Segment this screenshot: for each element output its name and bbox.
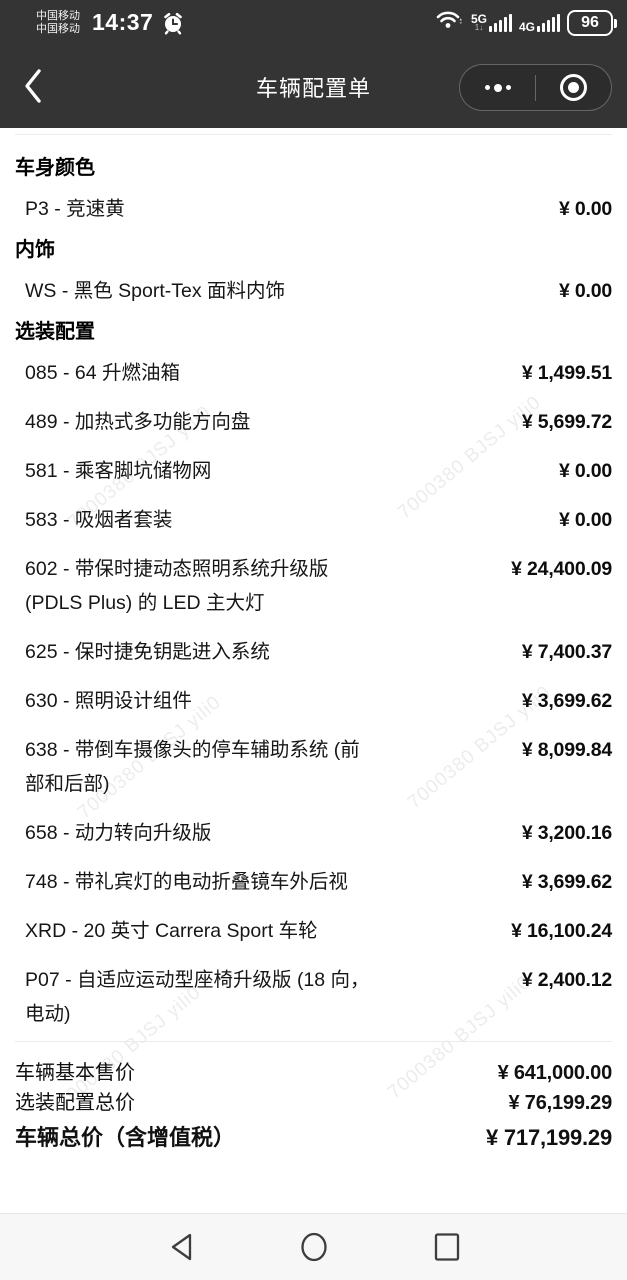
battery-percent: 96 [581,13,599,31]
android-home-button[interactable] [299,1230,329,1264]
item-price: ¥ 8,099.84 [521,739,612,761]
item-price: ¥ 16,100.24 [511,920,612,942]
total-row-grand-price: 车辆总价（含增值税） ¥ 717,199.29 [15,1118,612,1158]
item-price: ¥ 1,499.51 [521,362,612,384]
item-label: 638 - 带倒车摄像头的停车辅助系统 (前部和后部) [25,739,360,795]
config-item: 638 - 带倒车摄像头的停车辅助系统 (前部和后部) ¥ 8,099.84 [15,733,612,801]
volte-indicator: 1↓ [474,22,484,32]
totals-block: 车辆基本售价 ¥ 641,000.00 选装配置总价 ¥ 76,199.29 车… [15,1058,612,1158]
battery-icon: 96 [567,9,617,36]
section-header-options: 选装配置 [15,321,95,343]
item-price: ¥ 3,699.62 [521,871,612,893]
config-item: 658 - 动力转向升级版 ¥ 3,200.16 [15,816,612,850]
app-nav-bar: 车辆配置单 [0,45,627,128]
android-nav-bar [0,1213,627,1280]
item-label: WS - 黑色 Sport-Tex 面料内饰 [25,280,286,302]
item-label: 581 - 乘客脚坑储物网 [25,460,212,482]
android-recents-button[interactable] [432,1230,462,1264]
signal-4g: 4G [518,13,560,34]
item-label: P3 - 竞速黄 [25,198,125,220]
item-price: ¥ 24,400.09 [511,558,612,580]
config-item: 581 - 乘客脚坑储物网 ¥ 0.00 [15,454,612,488]
config-item: WS - 黑色 Sport-Tex 面料内饰 ¥ 0.00 [15,274,612,308]
totals-divider [15,1041,612,1042]
config-item: 630 - 照明设计组件 ¥ 3,699.62 [15,684,612,718]
item-label: 085 - 64 升燃油箱 [25,362,180,384]
item-label: XRD - 20 英寸 Carrera Sport 车轮 [25,920,318,942]
status-bar: 中国移动 中国移动 14:37 [0,0,627,45]
carrier-line-1: 中国移动 [36,9,80,22]
item-price: ¥ 7,400.37 [521,641,612,663]
item-price: ¥ 0.00 [558,509,612,531]
total-value: ¥ 717,199.29 [485,1125,612,1150]
clock-time: 14:37 [92,9,154,35]
home-circle-icon [300,1232,327,1262]
config-item: 748 - 带礼宾灯的电动折叠镜车外后视 ¥ 3,699.62 [15,865,612,899]
total-value: ¥ 76,199.29 [508,1092,613,1114]
item-label: 489 - 加热式多功能方向盘 [25,411,251,433]
item-label: 602 - 带保时捷动态照明系统升级版 (PDLS Plus) 的 LED 主大… [25,558,329,614]
page-title: 车辆配置单 [255,75,371,101]
item-price: ¥ 3,699.62 [521,690,612,712]
config-item: XRD - 20 英寸 Carrera Sport 车轮 ¥ 16,100.24 [15,914,612,948]
total-value: ¥ 641,000.00 [497,1062,613,1084]
capsule-divider [535,74,536,101]
ellipsis-icon [484,83,511,92]
item-price: ¥ 0.00 [558,280,612,302]
carrier-label: 中国移动 中国移动 [36,10,80,36]
total-label: 选装配置总价 [15,1092,135,1114]
item-price: ¥ 0.00 [558,460,612,482]
total-row-base-price: 车辆基本售价 ¥ 641,000.00 [15,1058,612,1088]
section-header-interior: 内饰 [15,239,55,261]
back-button[interactable] [16,65,50,107]
alarm-clock-icon [161,11,185,35]
config-item: P07 - 自适应运动型座椅升级版 (18 向，电动) ¥ 2,400.12 [15,963,612,1031]
item-price: ¥ 0.00 [558,198,612,220]
config-item: 602 - 带保时捷动态照明系统升级版 (PDLS Plus) 的 LED 主大… [15,552,612,620]
carrier-line-2: 中国移动 [36,22,80,35]
circle-dot-icon [560,74,587,101]
item-label: 630 - 照明设计组件 [25,690,192,712]
signal-5g: 5G 1↓ [470,11,512,32]
signal-bars-4g-icon [537,13,560,32]
android-back-button[interactable] [166,1230,196,1264]
config-item: 489 - 加热式多功能方向盘 ¥ 5,699.72 [15,405,612,439]
config-list[interactable]: 7000380 BJSJ yili0 7000380 BJSJ yili0 70… [0,128,627,1213]
config-item: P3 - 竞速黄 ¥ 0.00 [15,192,612,226]
network-type-4g: 4G [518,19,535,34]
wifi-icon [436,9,464,36]
item-label: 583 - 吸烟者套装 [25,509,173,531]
item-label: 748 - 带礼宾灯的电动折叠镜车外后视 [25,871,348,893]
more-menu-button[interactable] [460,65,535,110]
total-row-options-price: 选装配置总价 ¥ 76,199.29 [15,1088,612,1118]
top-divider [15,134,612,135]
signal-bars-5g-icon [488,13,512,32]
item-price: ¥ 3,200.16 [521,822,612,844]
network-type-5g: 5G [470,11,487,26]
config-item: 625 - 保时捷免钥匙进入系统 ¥ 7,400.37 [15,635,612,669]
section-header-body-color: 车身颜色 [15,157,95,179]
item-price: ¥ 5,699.72 [521,411,612,433]
total-label: 车辆基本售价 [15,1062,135,1084]
config-item: 085 - 64 升燃油箱 ¥ 1,499.51 [15,356,612,390]
close-miniprogram-button[interactable] [536,65,611,110]
miniprogram-capsule [459,64,612,111]
item-price: ¥ 2,400.12 [521,969,612,991]
total-label: 车辆总价（含增值税） [15,1125,236,1150]
item-label: 658 - 动力转向升级版 [25,822,212,844]
chevron-left-icon [25,69,41,103]
config-item: 583 - 吸烟者套装 ¥ 0.00 [15,503,612,537]
item-label: 625 - 保时捷免钥匙进入系统 [25,641,270,663]
back-triangle-icon [171,1233,191,1261]
recents-square-icon [434,1233,459,1261]
item-label: P07 - 自适应运动型座椅升级版 (18 向，电动) [25,969,370,1025]
